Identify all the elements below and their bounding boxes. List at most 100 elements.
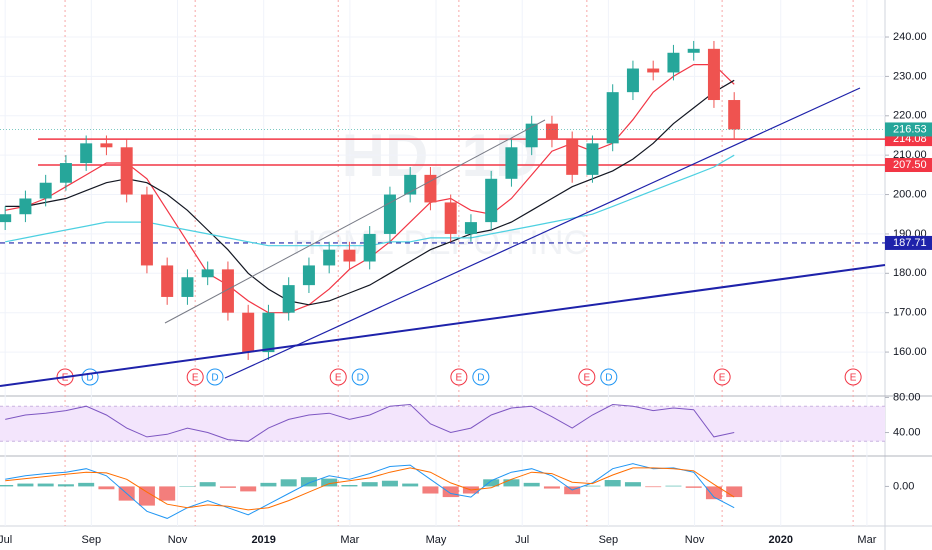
- event-label: E: [456, 373, 463, 384]
- rsi-tick-label: 40.00: [893, 426, 921, 438]
- macd-histogram-bar: [503, 479, 520, 487]
- x-tick-label: Mar: [857, 534, 876, 546]
- macd-histogram-bar: [17, 483, 34, 487]
- macd-histogram-bar: [523, 482, 540, 487]
- event-marker[interactable]: [578, 368, 596, 386]
- macd-histogram-bar: [624, 482, 641, 487]
- event-marker[interactable]: [351, 368, 369, 386]
- x-tick-label: Sep: [82, 534, 102, 546]
- candle-body: [647, 68, 660, 73]
- macd-histogram-bar: [726, 486, 743, 498]
- macd-histogram-bar: [705, 486, 722, 500]
- macd-histogram-bar: [665, 485, 682, 487]
- candle-body: [505, 147, 518, 179]
- event-label: D: [357, 373, 364, 384]
- candle-body: [707, 48, 720, 101]
- price-label: 207.50: [893, 159, 927, 171]
- macd-histogram-bar: [543, 486, 560, 489]
- candle-body: [282, 285, 295, 313]
- event-label: E: [335, 373, 342, 384]
- candle-body: [464, 222, 477, 234]
- event-label: D: [477, 373, 484, 384]
- candle-body: [343, 249, 356, 262]
- rsi-band: [0, 406, 885, 442]
- x-tick-label: Nov: [168, 534, 188, 546]
- watermark-name: HOME DEPOT INC: [292, 224, 588, 262]
- macd-histogram-bar: [0, 484, 14, 487]
- candle-body: [404, 174, 417, 195]
- candle-body: [545, 123, 558, 140]
- macd-histogram-bar: [78, 482, 95, 487]
- price-label-box: [885, 158, 932, 173]
- y-tick-label: 160.00: [893, 346, 927, 358]
- candle-body: [201, 269, 214, 278]
- macd-histogram-bar: [98, 486, 115, 490]
- macd-histogram-bar: [442, 486, 459, 498]
- candle-body: [140, 194, 153, 266]
- event-label: E: [192, 373, 199, 384]
- event-marker[interactable]: [844, 368, 862, 386]
- event-marker[interactable]: [450, 368, 468, 386]
- macd-histogram-bar: [138, 486, 155, 506]
- candle-body: [221, 269, 234, 313]
- event-marker[interactable]: [206, 368, 224, 386]
- candle-body: [302, 265, 315, 286]
- candle-body: [444, 202, 457, 234]
- candle-body: [262, 312, 275, 353]
- x-tick-label: 2019: [251, 534, 275, 546]
- y-tick-label: 200.00: [893, 188, 927, 200]
- event-marker[interactable]: [713, 368, 731, 386]
- y-tick-label: 170.00: [893, 307, 927, 319]
- macd-histogram-bar: [260, 482, 277, 487]
- candle-body: [120, 147, 133, 195]
- candle-body: [39, 182, 52, 199]
- candle-body: [161, 265, 174, 297]
- trend-line[interactable]: [0, 264, 886, 387]
- macd-histogram-bar: [240, 486, 257, 492]
- macd-histogram-bar: [321, 478, 338, 487]
- macd-histogram-bar: [159, 486, 176, 501]
- x-tick-label: May: [426, 534, 447, 546]
- macd-line: [5, 463, 735, 519]
- macd-histogram-bar: [645, 486, 662, 488]
- candle-body: [424, 174, 437, 203]
- candle-body: [242, 312, 255, 353]
- macd-histogram-bar: [179, 486, 196, 487]
- event-label: D: [211, 373, 218, 384]
- x-tick-label: Jul: [515, 534, 529, 546]
- event-marker[interactable]: [472, 368, 490, 386]
- candle-body: [0, 214, 12, 223]
- macd-histogram-bar: [37, 483, 54, 487]
- x-tick-label: Mar: [340, 534, 359, 546]
- candle-body: [485, 178, 498, 223]
- candle-body: [566, 139, 579, 175]
- price-label-box: [885, 235, 932, 250]
- event-label: E: [850, 373, 857, 384]
- macd-histogram-bar: [361, 482, 378, 487]
- event-marker[interactable]: [186, 368, 204, 386]
- event-label: D: [86, 373, 93, 384]
- candle-body: [59, 163, 72, 183]
- candle-body: [687, 48, 700, 53]
- event-marker[interactable]: [600, 368, 618, 386]
- candle-body: [586, 143, 599, 175]
- candle-body: [363, 233, 376, 262]
- candle-body: [626, 68, 639, 93]
- y-tick-label: 240.00: [893, 31, 927, 43]
- macd-histogram-bar: [381, 480, 398, 487]
- channel-line[interactable]: [164, 119, 546, 324]
- signal-line: [5, 467, 735, 511]
- candle-body: [181, 277, 194, 297]
- trend-line[interactable]: [224, 87, 861, 379]
- candle-body: [80, 143, 93, 164]
- candle-body: [100, 143, 113, 148]
- event-marker[interactable]: [329, 368, 347, 386]
- macd-histogram-bar: [422, 486, 439, 494]
- x-tick-label: Sep: [599, 534, 619, 546]
- candle-body: [728, 100, 741, 130]
- candle-body: [323, 249, 336, 266]
- macd-histogram-bar: [199, 482, 216, 487]
- rsi-line: [5, 403, 735, 442]
